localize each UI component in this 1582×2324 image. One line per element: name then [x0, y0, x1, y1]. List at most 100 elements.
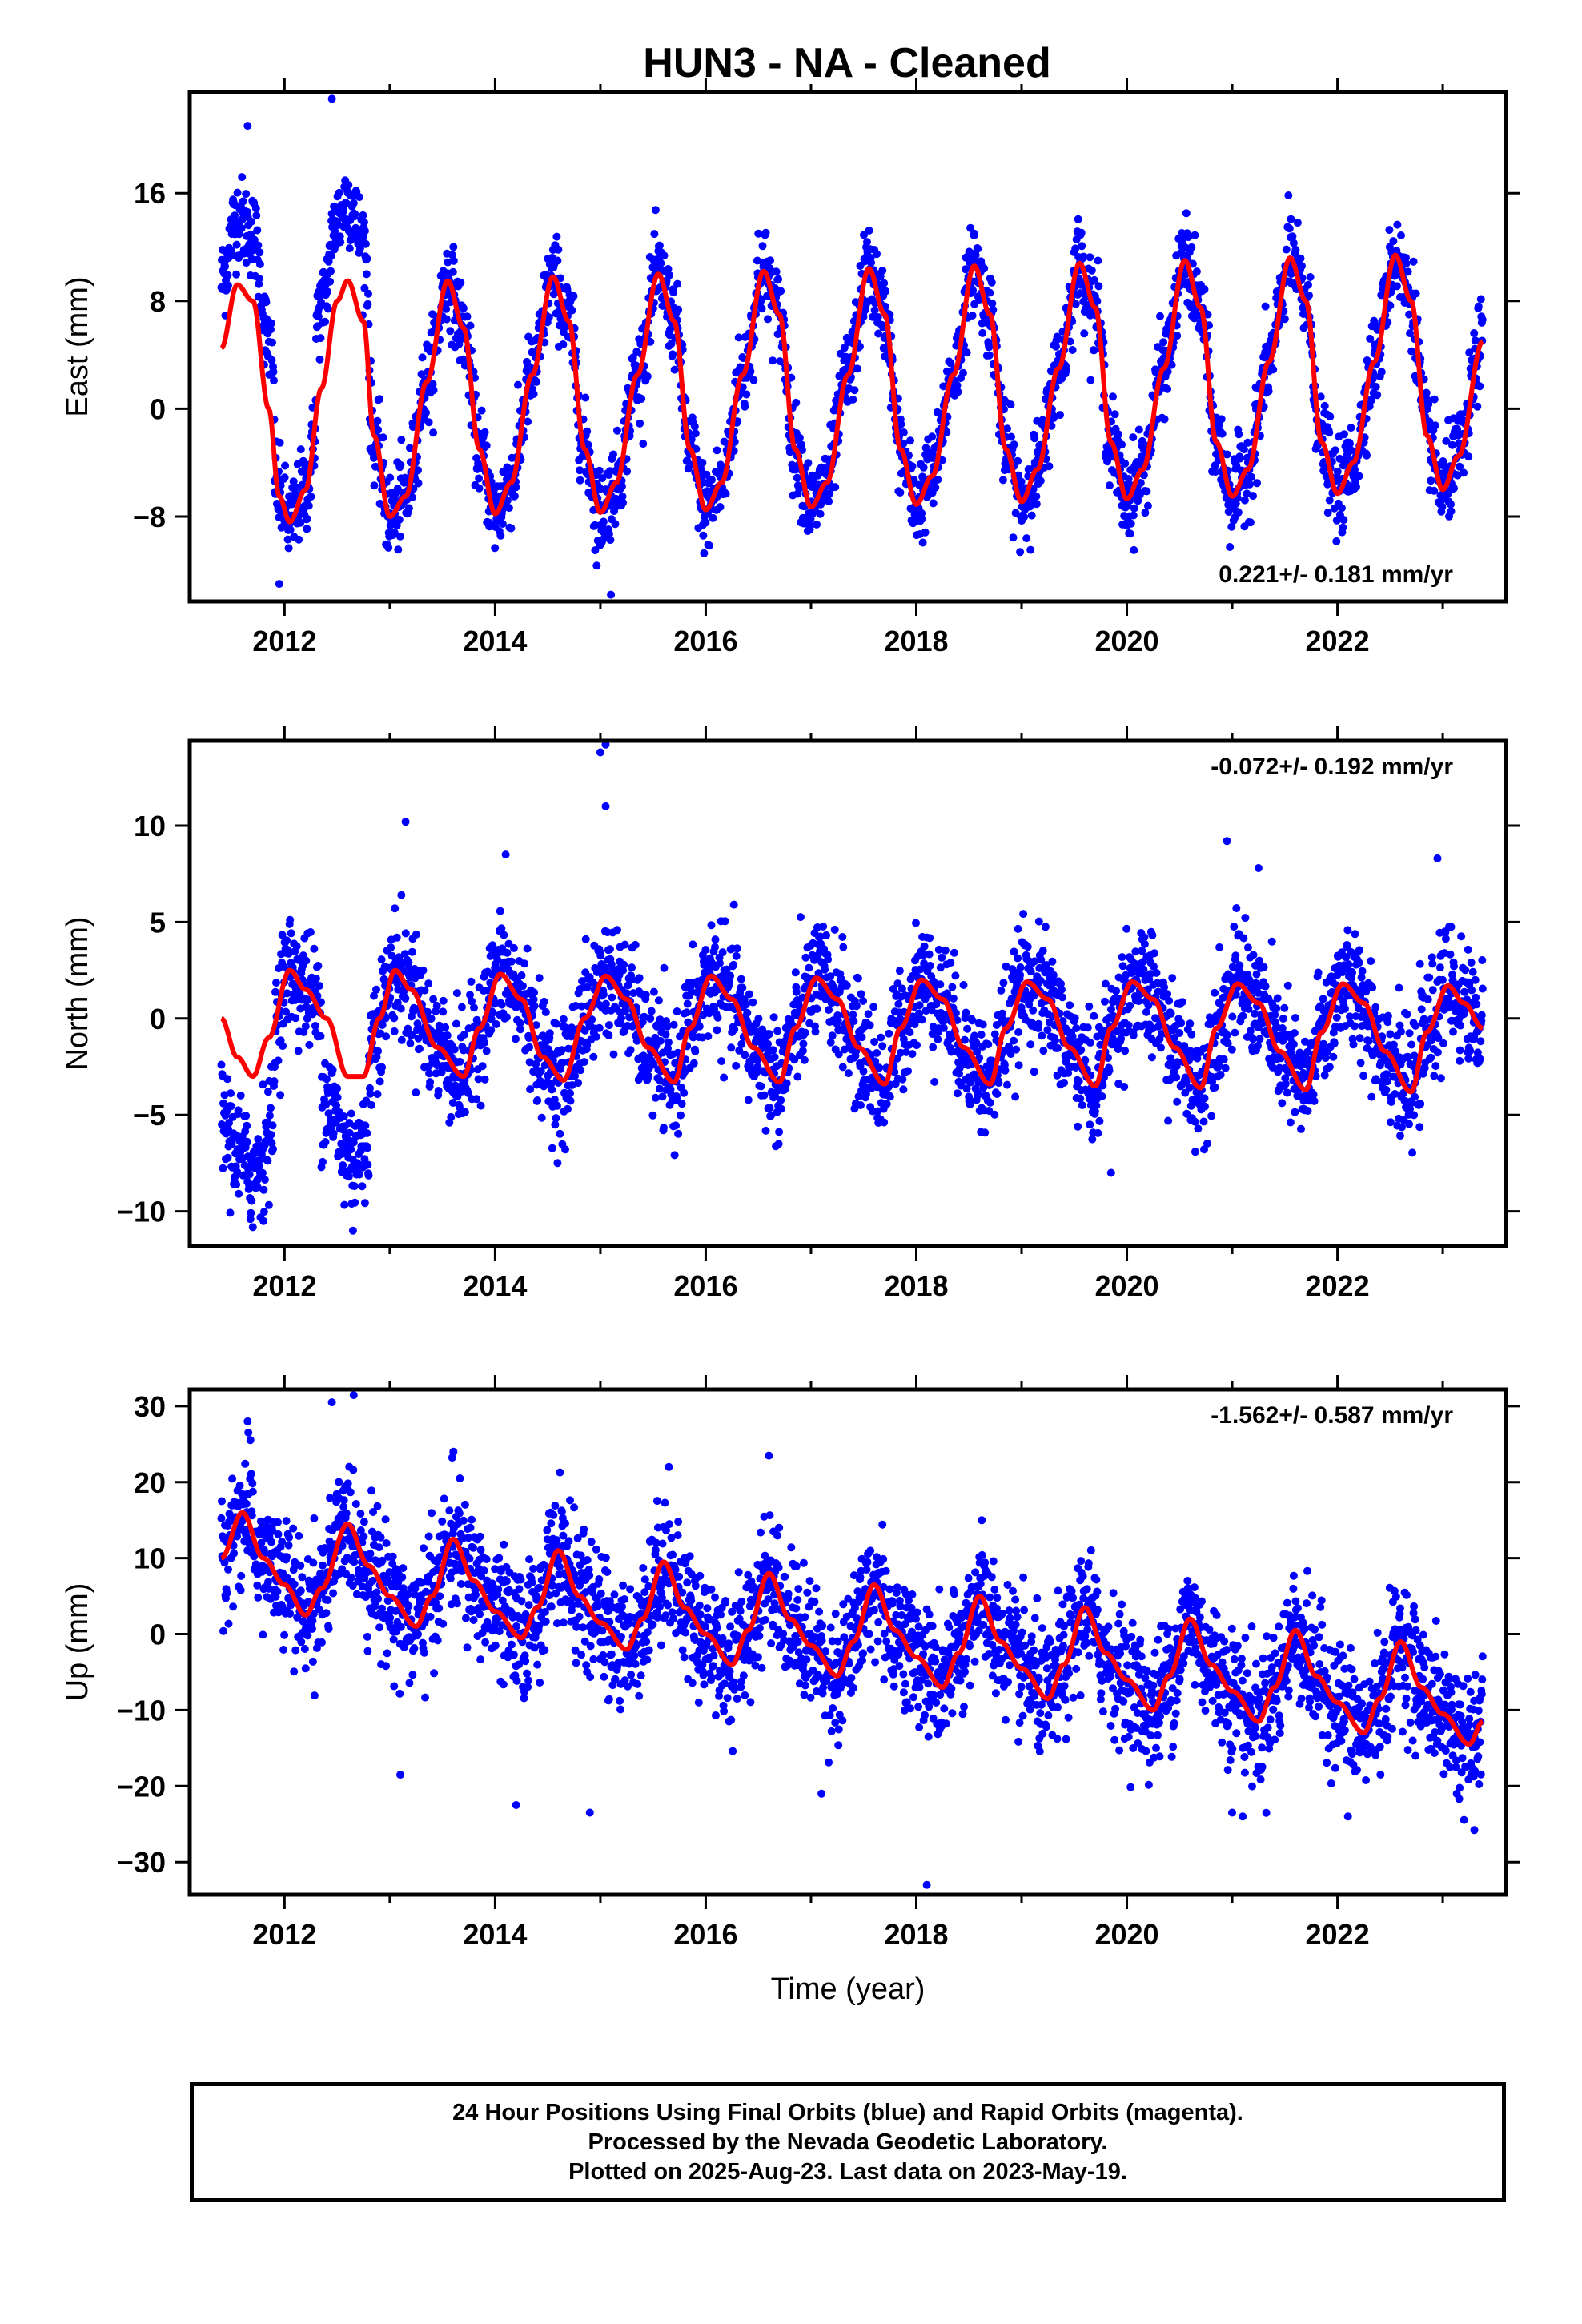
north-point: [537, 1113, 546, 1122]
east-point: [463, 312, 472, 321]
east-point: [1261, 302, 1270, 311]
east-point: [512, 483, 520, 492]
east-point: [1385, 226, 1394, 235]
east-point: [553, 256, 562, 265]
north-point: [711, 935, 720, 944]
east-point: [370, 481, 379, 490]
east-point: [670, 365, 679, 374]
east-point: [1409, 257, 1418, 266]
north-point: [764, 1039, 772, 1048]
east-point: [359, 211, 367, 219]
east-point: [569, 292, 578, 300]
north-point: [512, 1035, 520, 1043]
east-point: [583, 427, 592, 436]
north-point: [530, 988, 539, 997]
north-point: [592, 1032, 600, 1041]
north-point: [441, 1023, 450, 1031]
east-point: [1218, 429, 1227, 438]
east-point: [777, 287, 785, 296]
north-point: [782, 1079, 791, 1088]
east-point: [606, 536, 615, 545]
east-point: [314, 312, 323, 321]
east-point: [729, 447, 738, 455]
east-point: [1464, 452, 1473, 461]
east-point: [1022, 534, 1031, 543]
north-point: [665, 1038, 673, 1047]
east-point: [359, 233, 367, 242]
east-point: [761, 228, 770, 237]
north-point: [243, 1121, 251, 1130]
east-point: [1006, 400, 1015, 409]
east-point: [691, 429, 700, 438]
north-point: [770, 1053, 779, 1062]
north-point: [649, 987, 658, 996]
east-outlier-point: [754, 229, 763, 238]
north-point: [865, 1021, 874, 1030]
east-point: [699, 531, 708, 540]
north-point: [873, 1049, 881, 1057]
north-point: [695, 1022, 704, 1031]
north-point: [509, 943, 518, 952]
north-point: [769, 1013, 778, 1022]
east-point: [1032, 500, 1041, 509]
east-point: [295, 535, 303, 544]
east-point: [1296, 254, 1305, 263]
north-point: [682, 1008, 691, 1017]
north-point: [897, 984, 906, 993]
north-point: [885, 1029, 893, 1038]
north-point: [677, 1100, 686, 1108]
east-point: [1453, 471, 1462, 480]
north-point: [493, 955, 502, 964]
east-point: [360, 227, 369, 235]
east-point: [880, 279, 889, 287]
east-x-tick-label: 2016: [673, 625, 737, 657]
east-point: [683, 456, 692, 465]
east-point: [919, 463, 928, 472]
north-point: [737, 975, 745, 983]
east-point: [552, 232, 561, 241]
north-point: [545, 1029, 554, 1038]
east-point: [674, 305, 683, 314]
east-y-tick-label: 0: [150, 392, 166, 425]
north-point: [333, 1084, 342, 1092]
east-point: [1430, 486, 1439, 495]
north-point: [765, 1104, 774, 1112]
north-point: [496, 907, 504, 915]
north-point: [677, 1111, 685, 1120]
north-point: [920, 942, 929, 951]
east-point: [1017, 477, 1026, 486]
east-outlier-point: [607, 590, 616, 599]
east-point: [384, 543, 393, 552]
north-point: [596, 951, 605, 960]
north-point: [800, 1055, 809, 1064]
east-point: [1090, 346, 1098, 355]
north-point: [760, 1091, 769, 1100]
north-point: [232, 1180, 241, 1188]
north-point: [574, 1079, 583, 1088]
east-point: [284, 544, 293, 553]
east-point: [238, 173, 247, 182]
north-point: [350, 1182, 359, 1191]
north-point: [526, 1085, 535, 1094]
north-point: [294, 1047, 303, 1055]
north-point: [775, 1128, 784, 1136]
north-point: [397, 891, 406, 899]
east-point: [232, 270, 241, 279]
east-point: [968, 312, 977, 320]
north-point: [647, 1007, 656, 1015]
east-point: [252, 211, 261, 219]
north-point: [608, 993, 616, 1002]
north-point: [859, 996, 867, 1005]
north-point: [792, 987, 801, 996]
north-point: [378, 1063, 387, 1072]
east-point: [1118, 440, 1126, 449]
north-point: [243, 1137, 251, 1146]
east-point: [1289, 239, 1298, 247]
east-point: [514, 380, 522, 389]
north-point: [254, 1135, 263, 1144]
north-point: [655, 1084, 664, 1093]
north-point: [347, 1145, 355, 1154]
east-point: [849, 395, 857, 404]
east-point: [942, 428, 951, 436]
east-point: [985, 343, 994, 352]
